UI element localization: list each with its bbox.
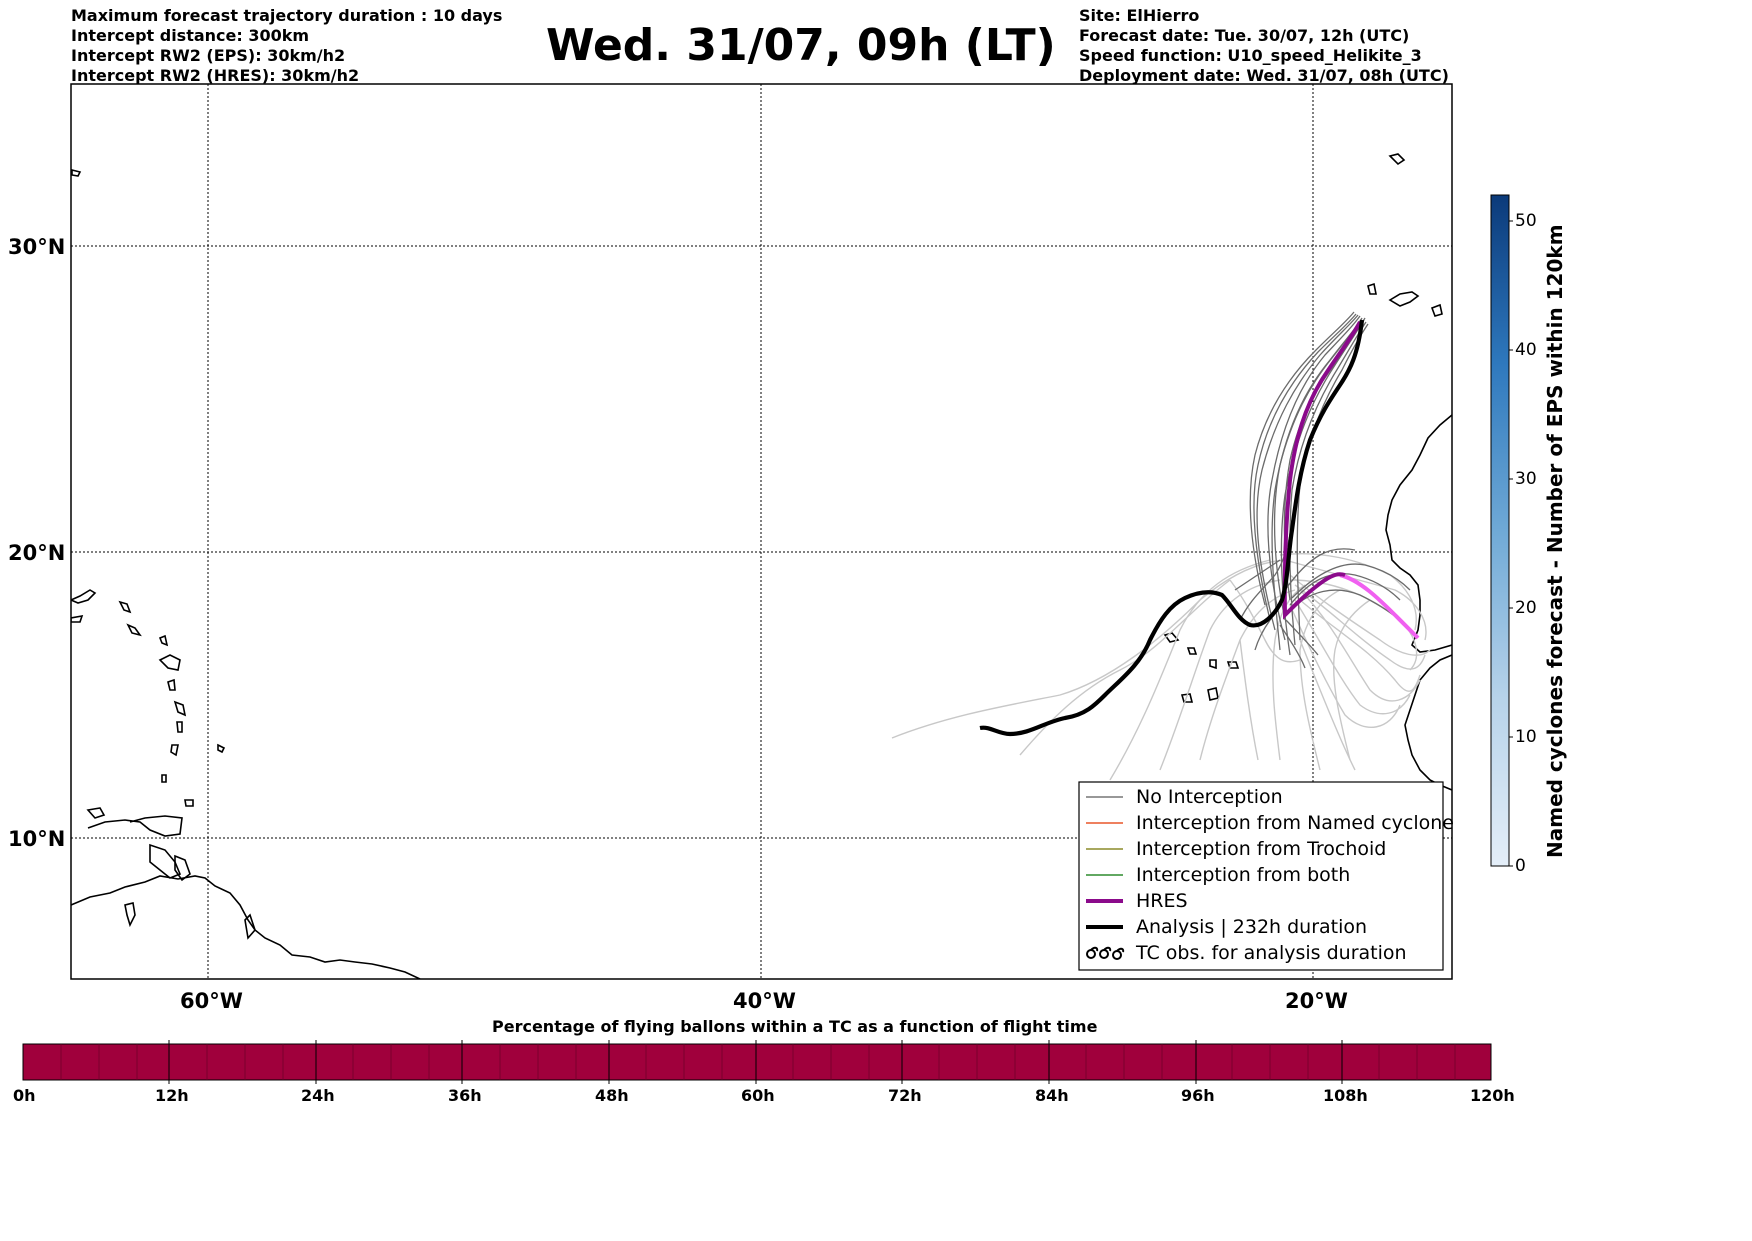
legend-label-no-interception: No Interception	[1136, 786, 1283, 808]
colorbar	[1490, 194, 1510, 867]
timeline-tick-0h: 0h	[13, 1086, 36, 1105]
coastlines	[71, 153, 1452, 979]
timeline-tick-72h: 72h	[888, 1086, 922, 1105]
info-site: Site: ElHierro	[1079, 6, 1200, 25]
colorbar-tick-50: 50	[1515, 211, 1537, 231]
flight-time-bar-grid	[60, 1044, 1456, 1080]
legend-label-named-cyclone: Interception from Named cyclone	[1136, 812, 1454, 834]
info-forecast-date: Forecast date: Tue. 30/07, 12h (UTC)	[1079, 26, 1410, 45]
flight-time-bar	[22, 1043, 1492, 1081]
lat-label-10n: 10°N	[8, 827, 66, 851]
info-deployment-date: Deployment date: Wed. 31/07, 08h (UTC)	[1079, 66, 1449, 85]
colorbar-title: Named cyclones forecast - Number of EPS …	[1543, 224, 1567, 858]
legend-label-trochoid: Interception from Trochoid	[1136, 838, 1387, 860]
flight-time-bar-major-ticks	[168, 1040, 1343, 1084]
analysis-track	[979, 319, 1365, 737]
timeline-tick-60h: 60h	[741, 1086, 775, 1105]
legend-label-hres: HRES	[1136, 890, 1188, 912]
timeline-tick-12h: 12h	[155, 1086, 189, 1105]
colorbar-tick-40: 40	[1515, 340, 1537, 360]
info-max-duration: Maximum forecast trajectory duration : 1…	[71, 6, 503, 25]
flight-time-title: Percentage of flying ballons within a TC…	[492, 1017, 1098, 1036]
page-title: Wed. 31/07, 09h (LT)	[546, 20, 1056, 71]
colorbar-tick-marks	[1509, 220, 1513, 867]
legend-label-both: Interception from both	[1136, 864, 1351, 886]
map-legend	[1078, 781, 1444, 971]
lon-label-60w: 60°W	[180, 989, 243, 1013]
timeline-tick-24h: 24h	[301, 1086, 335, 1105]
timeline-tick-96h: 96h	[1181, 1086, 1215, 1105]
timeline-tick-120h: 120h	[1470, 1086, 1515, 1105]
timeline-tick-108h: 108h	[1323, 1086, 1368, 1105]
map-frame	[70, 83, 1453, 980]
legend-label-tc-obs: TC obs. for analysis duration	[1136, 942, 1407, 964]
info-speed-function: Speed function: U10_speed_Helikite_3	[1079, 46, 1422, 65]
lon-label-40w: 40°W	[733, 989, 796, 1013]
eps-tracks-light	[891, 553, 1431, 781]
legend-label-analysis: Analysis | 232h duration	[1136, 916, 1368, 938]
colorbar-tick-10: 10	[1515, 727, 1537, 747]
info-intercept-hres: Intercept RW2 (HRES): 30km/h2	[71, 66, 360, 85]
info-intercept-distance: Intercept distance: 300km	[71, 26, 310, 45]
timeline-tick-36h: 36h	[448, 1086, 482, 1105]
timeline-tick-84h: 84h	[1035, 1086, 1069, 1105]
timeline-tick-48h: 48h	[595, 1086, 629, 1105]
lat-label-20n: 20°N	[8, 541, 66, 565]
hres-track	[1282, 321, 1362, 620]
colorbar-tick-20: 20	[1515, 598, 1537, 618]
header-right-info: Site: ElHierro Forecast date: Tue. 30/07…	[1079, 6, 1449, 86]
cyclone-symbol-icon	[1086, 946, 1125, 960]
header-left-info: Maximum forecast trajectory duration : 1…	[71, 6, 502, 86]
colorbar-tick-30: 30	[1515, 469, 1537, 489]
lon-label-20w: 20°W	[1285, 989, 1348, 1013]
lat-label-30n: 30°N	[8, 235, 66, 259]
colorbar-tick-0: 0	[1515, 856, 1526, 876]
hres-track-light	[1339, 573, 1420, 640]
info-intercept-eps: Intercept RW2 (EPS): 30km/h2	[71, 46, 346, 65]
eps-tracks-dark	[1234, 311, 1411, 669]
